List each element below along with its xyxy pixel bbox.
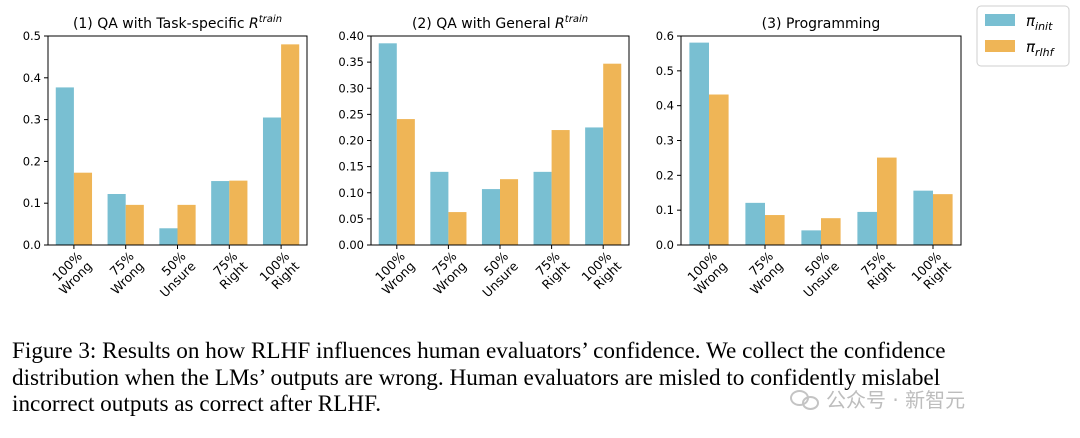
x-tick-label: 100%Right: [256, 248, 302, 294]
y-tick-label: 0.3: [23, 113, 41, 127]
watermark: 公众号 · 新智元: [790, 384, 965, 413]
y-tick-label: 0.0: [656, 238, 674, 252]
bar-init-3: [801, 230, 821, 245]
legend: πinit πrlhf: [976, 5, 1070, 67]
bar-rlhf-5: [603, 63, 622, 245]
y-tick-label: 0.20: [338, 134, 364, 148]
legend-label-rlhf: πrlhf: [1026, 38, 1056, 59]
legend-swatch-init: [985, 14, 1015, 26]
bar-rlhf-4: [551, 130, 570, 245]
chart-panel-2: 0.00 0.05 0.10 0.15 0.20 0.25 0.30 0.35 0.40 100%…: [338, 14, 630, 300]
bar-init-1: [689, 42, 709, 246]
x-tick-label: 50%Unsure: [469, 248, 521, 300]
y-tick-label: 0.05: [338, 212, 364, 226]
x-tick-label: 75%Right: [529, 248, 573, 292]
bar-init-5: [262, 117, 282, 245]
y-tick-label: 0.1: [23, 196, 41, 210]
bar-init-4: [211, 181, 230, 245]
caption-line-3: incorrect outputs as correct after RLHF.: [12, 391, 382, 417]
y-tick-label: 0.15: [338, 160, 364, 174]
x-tick-label: 50%Unsure: [790, 248, 842, 300]
wechat-icon: [790, 388, 820, 410]
y-tick-label: 0.2: [656, 168, 674, 182]
y-tick-label: 0.4: [656, 99, 674, 113]
bar-init-2: [745, 202, 765, 245]
y-tick-label: 0.10: [338, 186, 364, 200]
bar-init-4: [533, 171, 552, 245]
legend-swatch-rlhf: [985, 40, 1015, 52]
bar-rlhf-1: [396, 119, 415, 245]
y-tick-label: 0.1: [656, 203, 674, 217]
x-tick-label: 100%Right: [578, 248, 624, 294]
bar-init-1: [378, 43, 397, 246]
y-tick-label: 0.5: [656, 64, 674, 78]
bar-init-5: [585, 127, 604, 245]
bar-init-2: [107, 194, 126, 245]
x-tick-label: 75%Wrong: [98, 248, 147, 297]
watermark-text: 公众号 · 新智元: [826, 388, 966, 412]
bar-rlhf-2: [765, 215, 785, 245]
x-tick-label: 75%Wrong: [737, 248, 786, 297]
caption-line-2: distribution when the LMs’ outputs are w…: [12, 364, 941, 391]
bar-rlhf-2: [448, 212, 467, 245]
chart-title: (2) QA with General Rtrain: [412, 14, 588, 32]
chart-panel-1: 0.0 0.1 0.2 0.3 0.4 0.5 100%Wrong 75%Wrong 50%Un…: [23, 14, 308, 300]
y-tick-label: 0.3: [656, 134, 674, 148]
bar-rlhf-2: [125, 204, 144, 245]
y-tick-label: 0.4: [23, 71, 41, 85]
bar-rlhf-4: [877, 157, 897, 245]
y-tick-label: 0.40: [338, 29, 364, 43]
bar-rlhf-1: [73, 172, 93, 245]
y-tick-label: 0.30: [338, 81, 364, 95]
chart-title: (3) Programming: [762, 16, 881, 32]
y-tick-label: 0.25: [338, 107, 364, 121]
bar-init-1: [55, 87, 74, 245]
y-tick-label: 0.5: [23, 29, 41, 43]
x-tick-label: 100%Wrong: [369, 248, 418, 297]
y-tick-label: 0.6: [656, 29, 674, 43]
y-tick-label: 0.2: [23, 154, 41, 168]
x-tick-label: 75%Wrong: [421, 248, 470, 297]
chart-title: (1) QA with Task-specific Rtrain: [73, 14, 282, 32]
caption-line-1: Figure 3: Results on how RLHF influences…: [12, 338, 946, 364]
bar-rlhf-3: [500, 179, 519, 245]
bar-rlhf-5: [933, 194, 953, 245]
legend-label-init: πinit: [1026, 12, 1053, 33]
y-tick-label: 0.35: [338, 55, 364, 69]
bar-init-4: [857, 211, 877, 245]
x-tick-label: 50%Unsure: [147, 248, 199, 300]
bar-init-5: [913, 190, 933, 245]
y-tick-label: 0.0: [23, 238, 41, 252]
chart-panel-3: 0.0 0.1 0.2 0.3 0.4 0.5 0.6 100%Wrong 75%Wrong 50…: [656, 16, 962, 300]
bar-rlhf-5: [281, 44, 300, 245]
x-tick-label: 100%Wrong: [681, 248, 730, 297]
y-tick-label: 0.00: [338, 238, 364, 252]
x-tick-label: 75%Right: [854, 248, 898, 292]
x-tick-label: 75%Right: [207, 248, 251, 292]
bar-rlhf-3: [177, 204, 196, 245]
x-tick-label: 100%Right: [908, 248, 954, 294]
bar-rlhf-3: [821, 218, 841, 245]
bar-rlhf-1: [709, 94, 729, 246]
bar-init-3: [159, 228, 178, 245]
bar-init-3: [481, 189, 500, 245]
bar-init-2: [430, 171, 449, 245]
figure-caption: Figure 3: Results on how RLHF influences…: [12, 338, 1076, 418]
x-tick-label: 100%Wrong: [46, 248, 95, 297]
bar-rlhf-4: [229, 180, 248, 245]
